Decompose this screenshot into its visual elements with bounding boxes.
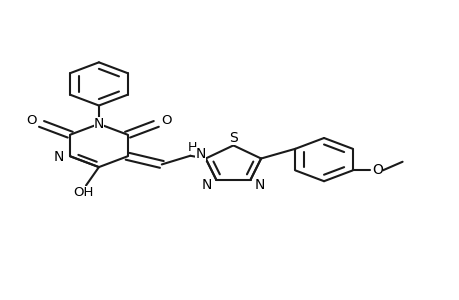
Text: OH: OH <box>73 187 94 200</box>
Text: H: H <box>188 142 197 154</box>
Text: S: S <box>229 131 237 146</box>
Text: O: O <box>371 164 382 177</box>
Text: N: N <box>53 150 64 164</box>
Text: N: N <box>94 117 104 131</box>
Text: N: N <box>254 178 264 192</box>
Text: N: N <box>195 147 205 161</box>
Text: O: O <box>26 114 37 127</box>
Text: N: N <box>202 178 212 192</box>
Text: O: O <box>161 114 171 127</box>
